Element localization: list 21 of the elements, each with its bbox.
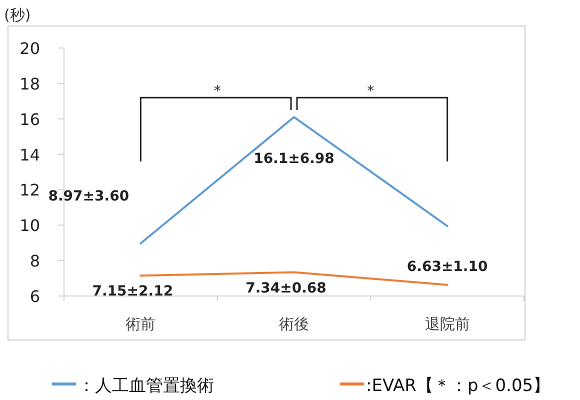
y-tick-label: 12 (20, 180, 40, 200)
y-tick-label: 16 (20, 110, 40, 129)
legend-label: ：人工血管置換術 (78, 376, 214, 396)
y-tick-label: 20 (20, 39, 40, 58)
data-label: 8.97±3.60 (48, 188, 130, 204)
x-tick-label: 術後 (279, 315, 309, 333)
data-label: 7.15±2.12 (92, 284, 174, 300)
x-tick-label: 術前 (126, 315, 156, 333)
annotation: * (367, 84, 374, 100)
data-label: 6.63±1.10 (406, 258, 488, 275)
y-tick-label: 8 (30, 252, 40, 271)
data-label: 7.34±0.68 (246, 280, 326, 296)
legend-label: :EVAR【＊：p＜0.05】 (366, 376, 550, 396)
data-label: 16.1±6.98 (254, 151, 334, 168)
y-axis-title: (秒) (4, 6, 31, 24)
y-tick-label: 10 (20, 216, 40, 236)
annotation: * (214, 84, 221, 100)
x-tick-label: 退院前 (424, 315, 470, 333)
y-tick-label: 14 (20, 145, 40, 164)
y-tick-label: 18 (20, 74, 40, 94)
y-tick-label: 6 (30, 287, 40, 306)
